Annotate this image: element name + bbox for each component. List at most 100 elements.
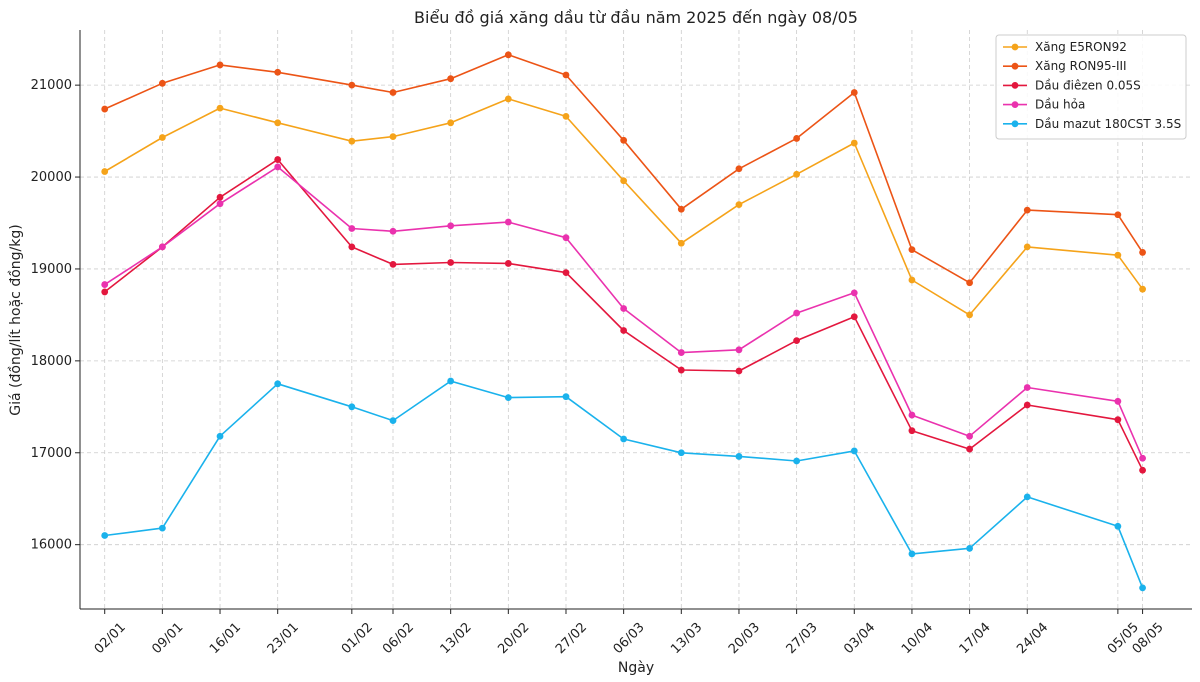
data-point — [389, 133, 397, 141]
data-point — [793, 135, 801, 142]
legend-label: Dầu điêzen 0.05S — [1035, 78, 1141, 92]
data-point — [504, 260, 512, 267]
data-point — [1023, 384, 1031, 391]
data-point — [274, 163, 282, 171]
data-point — [908, 411, 916, 419]
data-point — [447, 222, 455, 230]
data-point — [620, 327, 628, 334]
data-point — [348, 81, 356, 89]
data-point — [735, 165, 743, 173]
data-point — [1139, 454, 1146, 462]
data-point — [966, 311, 973, 319]
data-point — [1114, 416, 1122, 424]
data-point — [735, 453, 743, 460]
data-point — [677, 239, 685, 247]
data-point — [1114, 251, 1122, 259]
y-tick-label: 20000 — [31, 170, 72, 185]
legend-marker — [1011, 62, 1019, 70]
data-point — [504, 394, 512, 402]
data-point — [562, 393, 570, 401]
data-point — [908, 550, 916, 558]
data-point — [793, 309, 801, 317]
y-tick-label: 19000 — [31, 262, 72, 277]
data-point — [158, 524, 166, 532]
data-point — [677, 205, 685, 213]
legend-label: Dầu mazut 180CST 3.5S — [1035, 117, 1181, 131]
data-point — [735, 346, 743, 354]
data-point — [348, 225, 356, 232]
data-point — [1114, 522, 1122, 530]
data-point — [735, 201, 743, 209]
data-point — [966, 432, 973, 440]
data-point — [1139, 285, 1146, 293]
data-point — [793, 457, 801, 465]
legend-box — [995, 34, 1187, 140]
data-point — [447, 119, 455, 127]
legend-marker — [1011, 101, 1019, 108]
data-point — [216, 104, 224, 112]
data-point — [735, 367, 743, 375]
data-point — [1023, 206, 1031, 214]
y-tick-label: 18000 — [31, 354, 72, 369]
data-point — [620, 435, 628, 443]
legend-item: Dầu hỏa — [1003, 98, 1085, 112]
data-point — [1023, 243, 1031, 251]
data-point — [101, 105, 109, 113]
data-point — [966, 279, 973, 287]
data-point — [966, 445, 973, 453]
y-tick-label: 21000 — [31, 78, 72, 93]
chart-title: Biểu đồ giá xăng dầu từ đầu năm 2025 đến… — [414, 8, 858, 27]
y-axis-title: Giá (đồng/lít hoặc đồng/kg) — [7, 224, 24, 415]
data-point — [274, 380, 282, 388]
data-point — [158, 134, 166, 141]
data-point — [447, 259, 455, 266]
data-point — [562, 234, 570, 242]
data-point — [793, 337, 801, 345]
data-point — [101, 532, 109, 539]
series-0 — [101, 95, 1146, 319]
data-point — [1139, 584, 1146, 592]
data-point — [274, 68, 282, 76]
data-point — [562, 71, 570, 79]
data-point — [101, 281, 109, 288]
data-point — [389, 417, 397, 424]
data-point — [348, 137, 356, 145]
data-point — [677, 366, 685, 374]
data-point — [216, 200, 224, 208]
legend-item: Xăng RON95-III — [1003, 59, 1127, 73]
data-point — [908, 246, 916, 254]
y-tick-label: 17000 — [31, 446, 72, 461]
data-point — [793, 170, 801, 178]
data-point — [620, 305, 628, 312]
legend-marker — [1011, 120, 1019, 128]
data-point — [1023, 493, 1031, 501]
data-point — [101, 288, 109, 296]
data-point — [158, 79, 166, 87]
data-point — [389, 260, 397, 268]
data-point — [620, 136, 628, 144]
x-axis-title: Ngày — [618, 660, 654, 676]
data-point — [1139, 466, 1146, 474]
data-point — [1023, 401, 1031, 409]
data-point — [850, 289, 858, 297]
data-point — [389, 89, 397, 96]
legend-label: Xăng RON95-III — [1035, 59, 1127, 73]
data-point — [850, 139, 858, 147]
legend-marker — [1011, 82, 1019, 89]
legend-label: Dầu hỏa — [1035, 98, 1085, 112]
data-point — [562, 269, 570, 277]
data-point — [850, 313, 858, 321]
data-point — [677, 449, 685, 457]
data-point — [504, 95, 512, 103]
data-point — [966, 544, 973, 552]
data-point — [908, 276, 916, 284]
data-point — [101, 168, 109, 175]
data-point — [216, 193, 224, 201]
data-point — [677, 349, 685, 356]
data-point — [504, 51, 512, 59]
legend-item: Dầu điêzen 0.05S — [1003, 78, 1141, 92]
legend-item: Xăng E5RON92 — [1003, 40, 1127, 54]
legend-marker — [1011, 43, 1019, 51]
data-point — [348, 403, 356, 411]
